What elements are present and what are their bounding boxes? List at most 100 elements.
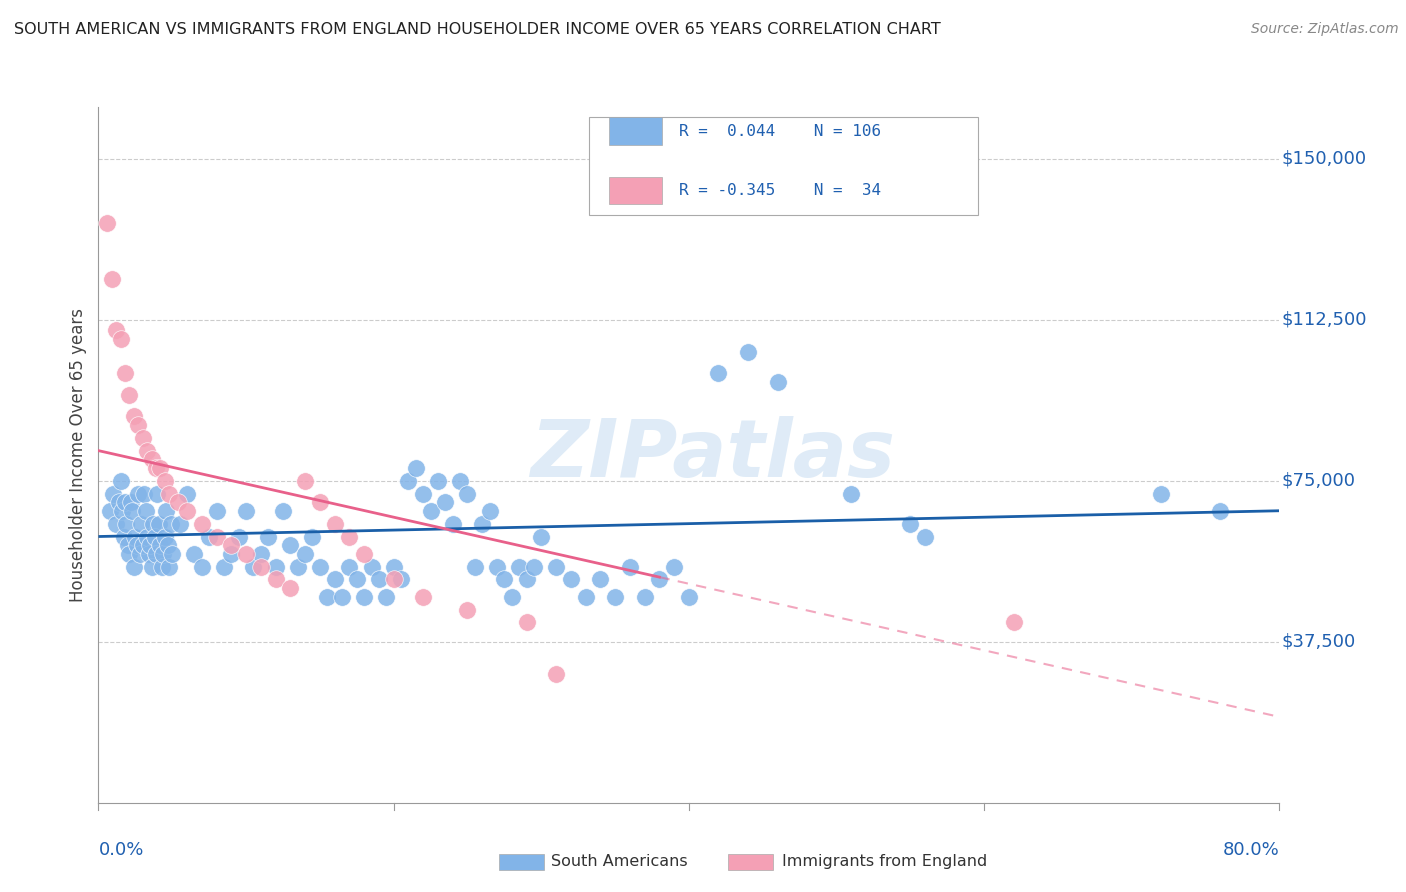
- Point: [294, 547, 316, 561]
- Point: [115, 516, 138, 531]
- Point: [153, 529, 176, 543]
- Point: [169, 516, 191, 531]
- Point: [353, 547, 375, 561]
- Point: [337, 559, 360, 574]
- Point: [136, 529, 159, 543]
- Point: [412, 590, 434, 604]
- Point: [294, 474, 316, 488]
- Point: [382, 559, 405, 574]
- Point: [235, 547, 257, 561]
- Point: [264, 573, 287, 587]
- Text: $75,000: $75,000: [1282, 472, 1355, 490]
- Point: [105, 516, 128, 531]
- Point: [494, 573, 516, 587]
- Point: [250, 559, 273, 574]
- Point: [396, 474, 419, 488]
- Point: [441, 516, 464, 531]
- Point: [839, 486, 862, 500]
- Text: 80.0%: 80.0%: [1223, 841, 1279, 859]
- Text: Immigrants from England: Immigrants from England: [782, 855, 987, 869]
- Point: [353, 590, 375, 604]
- Point: [138, 547, 160, 561]
- Point: [478, 504, 501, 518]
- Point: [149, 460, 172, 475]
- Text: 0.0%: 0.0%: [98, 841, 143, 859]
- Point: [136, 443, 159, 458]
- Point: [96, 216, 118, 230]
- Point: [122, 559, 145, 574]
- Point: [191, 559, 214, 574]
- Point: [464, 559, 486, 574]
- Point: [456, 602, 478, 616]
- Point: [110, 332, 132, 346]
- FancyBboxPatch shape: [609, 118, 662, 145]
- Point: [419, 504, 441, 518]
- Point: [664, 559, 686, 574]
- Point: [110, 474, 132, 488]
- Point: [449, 474, 471, 488]
- Point: [456, 486, 478, 500]
- Point: [141, 452, 163, 467]
- Point: [544, 667, 567, 681]
- Point: [346, 573, 368, 587]
- Point: [471, 516, 494, 531]
- Point: [143, 529, 166, 543]
- Point: [619, 559, 641, 574]
- Point: [278, 538, 302, 552]
- Point: [132, 431, 155, 445]
- Point: [219, 538, 242, 552]
- Point: [1150, 486, 1173, 500]
- Point: [176, 486, 198, 500]
- Point: [405, 460, 427, 475]
- Point: [98, 504, 121, 518]
- Point: [368, 573, 391, 587]
- Point: [121, 504, 143, 518]
- Point: [501, 590, 523, 604]
- Text: Source: ZipAtlas.com: Source: ZipAtlas.com: [1251, 22, 1399, 37]
- Point: [264, 559, 287, 574]
- Point: [156, 538, 179, 552]
- Point: [118, 388, 141, 402]
- Point: [112, 529, 135, 543]
- Point: [176, 504, 198, 518]
- Point: [257, 529, 280, 543]
- Point: [766, 375, 789, 389]
- Text: South Americans: South Americans: [551, 855, 688, 869]
- Point: [127, 486, 149, 500]
- Point: [191, 516, 214, 531]
- Point: [149, 538, 172, 552]
- Point: [135, 504, 157, 518]
- Point: [228, 529, 250, 543]
- Point: [117, 538, 139, 552]
- Point: [139, 538, 162, 552]
- Point: [1002, 615, 1025, 630]
- Text: R =  0.044    N = 106: R = 0.044 N = 106: [679, 124, 882, 139]
- Point: [111, 504, 134, 518]
- Point: [150, 559, 173, 574]
- Point: [330, 590, 353, 604]
- Point: [271, 504, 294, 518]
- Point: [125, 538, 148, 552]
- Point: [120, 495, 142, 509]
- Point: [309, 559, 332, 574]
- Point: [707, 367, 730, 381]
- Point: [141, 559, 163, 574]
- Point: [129, 516, 152, 531]
- Point: [337, 529, 360, 543]
- Point: [146, 486, 169, 500]
- Point: [1209, 504, 1232, 518]
- Point: [124, 529, 146, 543]
- Text: ZIPatlas: ZIPatlas: [530, 416, 896, 494]
- Point: [212, 559, 235, 574]
- Point: [323, 516, 346, 531]
- Point: [103, 486, 125, 500]
- Point: [100, 272, 122, 286]
- Text: $150,000: $150,000: [1282, 150, 1367, 168]
- Point: [153, 474, 176, 488]
- Point: [167, 495, 190, 509]
- Point: [157, 486, 180, 500]
- Text: R = -0.345    N =  34: R = -0.345 N = 34: [679, 183, 882, 198]
- Point: [114, 495, 136, 509]
- Text: $112,500: $112,500: [1282, 310, 1367, 328]
- Point: [132, 538, 155, 552]
